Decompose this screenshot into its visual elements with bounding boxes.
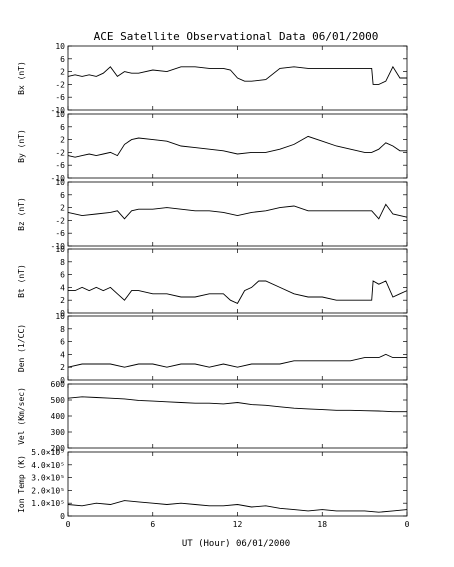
y-tick-label: 10 [55,42,65,51]
y-tick-label: 6 [60,338,65,347]
y-tick-label: 10 [55,245,65,254]
y-tick-label: 0 [60,376,65,385]
x-axis-label: UT (Hour) 06/01/2000 [182,539,290,549]
y-tick-label: 2.0×10⁵ [31,486,65,495]
x-tick-label: 0 [66,520,71,529]
y-tick-label: 200 [51,444,66,453]
y-tick-label: 2 [60,68,65,77]
panel-frame-5 [67,383,408,449]
panel-frame-1 [67,113,408,179]
y-tick-label: -10 [51,242,66,251]
series-line-panel-5 [67,396,407,413]
y-tick-label: 3.0×10⁵ [31,474,65,483]
y-axis-label: Ion Temp (K) [17,455,26,513]
y-tick-label: 8 [60,258,65,267]
y-axis-label: Den (1/CC) [17,324,26,372]
series-line-panel-0 [67,65,407,85]
chart-title: ACE Satellite Observational Data 06/01/2… [94,30,379,43]
y-tick-label: 4 [60,283,65,292]
y-tick-label: 0 [60,512,65,521]
y-tick-label: 2 [60,204,65,213]
series-line-panel-2 [67,203,408,220]
y-tick-label: -10 [51,174,66,183]
series-line-panel-1 [67,135,407,158]
y-tick-label: 1.0×10⁵ [31,499,65,508]
y-tick-label: -6 [55,229,65,238]
y-tick-label: 6 [60,123,65,132]
y-tick-label: -6 [55,93,65,102]
y-tick-label: 400 [51,412,66,421]
x-tick-label: 18 [317,520,327,529]
y-tick-label: -2 [55,80,65,89]
y-axis-label: By (nT) [17,129,26,163]
series-line-panel-4 [67,353,407,368]
y-tick-label: 2 [60,363,65,372]
x-tick-label: 0 [405,520,410,529]
y-tick-label: 2 [60,136,65,145]
panel-frame-6 [67,451,408,517]
y-axis-label: Vel (Km/sec) [17,387,26,445]
y-tick-label: 6 [60,191,65,200]
y-axis-label: Bz (nT) [17,197,26,231]
y-tick-label: 10 [55,312,65,321]
panel-frame-4 [67,315,408,381]
y-tick-label: -2 [55,148,65,157]
y-tick-label: -10 [51,106,66,115]
y-tick-label: 6 [60,271,65,280]
series-line-panel-3 [68,280,408,304]
y-axis-label: Bt (nT) [17,264,26,298]
y-tick-label: 300 [51,428,66,437]
x-tick-label: 12 [233,520,243,529]
y-tick-label: 10 [55,178,65,187]
panel-frame-2 [67,181,408,247]
y-tick-label: 500 [51,396,66,405]
y-tick-label: 600 [51,380,66,389]
y-tick-label: 2 [60,296,65,305]
panels-group: 10 6 2 -2 -6 -10 Bx (nT) 10 6 2 -2 -6 -10 By (nT) 10 6 2… [17,42,410,529]
y-tick-label: 4 [60,350,65,359]
y-tick-label: 5.0×10⁵ [31,448,65,457]
y-axis-label: Bx (nT) [17,61,26,95]
y-tick-label: 6 [60,55,65,64]
y-tick-label: -6 [55,161,65,170]
y-tick-label: 4.0×10⁵ [31,461,65,470]
x-tick-label: 6 [150,520,155,529]
series-line-panel-6 [67,500,408,513]
y-tick-label: 8 [60,325,65,334]
y-tick-label: 10 [55,110,65,119]
y-tick-label: -2 [55,216,65,225]
y-tick-label: 0 [60,309,65,318]
